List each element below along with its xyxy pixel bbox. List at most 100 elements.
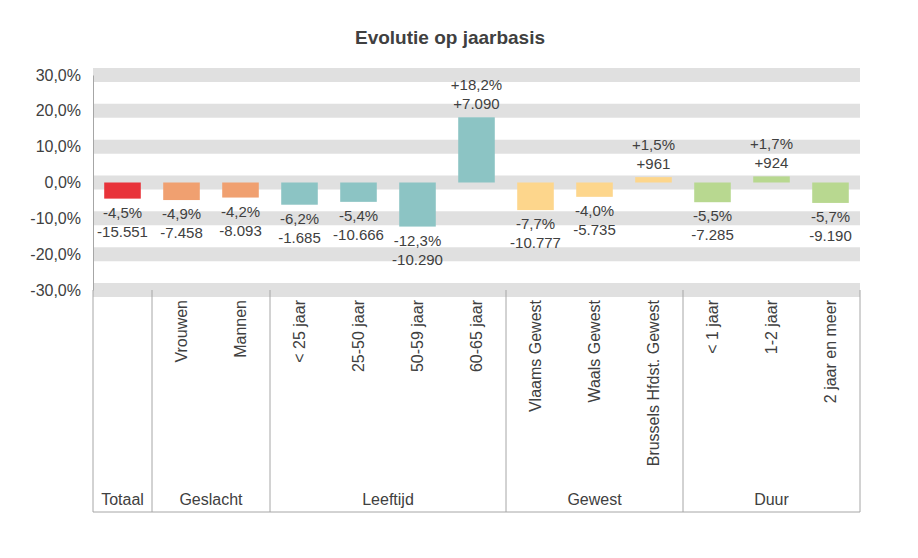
title: Evolutie op jaarbasis xyxy=(355,27,545,48)
x-tick: 60-65 jaar xyxy=(468,290,485,372)
bar xyxy=(458,117,495,182)
x-tick: Brussels Hfdst. Gewest xyxy=(645,290,662,466)
x-tick-label: Mannen xyxy=(232,300,249,358)
x-axis: Vrouwen Mannen < 25 jaar 25-50 jaar 50-59 ja… xyxy=(94,290,861,466)
category-area: Vrouwen Mannen < 25 jaar 25-50 jaar 50-59 ja… xyxy=(93,290,861,512)
x-tick: Waals Gewest xyxy=(586,290,603,403)
x-axis-line xyxy=(94,290,861,291)
x-tick-label: Brussels Hfdst. Gewest xyxy=(645,299,662,466)
x-tick: Vlaams Gewest xyxy=(527,290,544,412)
bar xyxy=(635,177,672,182)
data-label: -12,3% xyxy=(394,232,442,249)
y-tick: -30,0% xyxy=(30,282,93,299)
y-tick-label: -10,0% xyxy=(30,210,81,227)
x-tick-label: < 25 jaar xyxy=(291,299,308,362)
count-label: +961 xyxy=(637,155,671,172)
bar xyxy=(576,183,613,197)
y-tick-label: 10,0% xyxy=(36,138,81,155)
count-label: -10.666 xyxy=(333,226,384,243)
count-label: -10.290 xyxy=(392,251,443,268)
y-tick: 30,0% xyxy=(36,67,93,84)
x-tick: 1-2 jaar xyxy=(763,290,780,354)
y-axis: -30,0% -20,0% -10,0% 0,0% 10,0% 20,0% 30,0% xyxy=(30,67,93,299)
x-tick-label: Vlaams Gewest xyxy=(527,299,544,412)
bar xyxy=(104,183,141,199)
y-tick: -10,0% xyxy=(30,210,93,227)
group-separator xyxy=(506,290,507,512)
group-label: Gewest xyxy=(567,491,622,508)
y-tick-label: -20,0% xyxy=(30,246,81,263)
y-tick-label: 30,0% xyxy=(36,67,81,84)
count-label: -7.285 xyxy=(691,226,734,243)
data-label: -5,5% xyxy=(693,207,732,224)
category-area-bottom xyxy=(93,512,860,513)
bar xyxy=(812,183,849,203)
grid-line xyxy=(93,283,860,297)
bar xyxy=(753,176,790,182)
data-label: -4,5% xyxy=(103,204,142,221)
group-separator xyxy=(683,290,684,512)
group-label: Totaal xyxy=(101,491,144,508)
data-label: -4,2% xyxy=(221,203,260,220)
y-tick: -20,0% xyxy=(30,246,93,263)
x-tick-label: 2 jaar en meer xyxy=(822,299,839,403)
y-axis-line xyxy=(93,76,94,291)
y-tick: 0,0% xyxy=(45,174,93,191)
chart: Evolutie op jaarbasis -30,0% -20,0% -10,0% 0… xyxy=(0,0,918,558)
bar xyxy=(399,183,436,227)
x-tick: 2 jaar en meer xyxy=(822,290,839,403)
group-separator xyxy=(270,290,271,512)
x-tick-label: 60-65 jaar xyxy=(468,299,485,372)
group-separator xyxy=(152,290,153,512)
grid-line xyxy=(93,247,860,261)
x-tick: 25-50 jaar xyxy=(350,290,367,372)
bar xyxy=(694,183,731,203)
data-label: -4,0% xyxy=(575,202,614,219)
count-label: -7.458 xyxy=(160,224,203,241)
x-tick-label: Waals Gewest xyxy=(586,299,603,402)
data-label: -5,7% xyxy=(811,208,850,225)
x-tick-label: 25-50 jaar xyxy=(350,299,367,372)
count-label: -1.685 xyxy=(278,229,321,246)
grid xyxy=(93,75,860,290)
group-label: Leeftijd xyxy=(362,491,414,508)
bars xyxy=(104,117,849,226)
group-label: Duur xyxy=(754,491,789,508)
data-label: -5,4% xyxy=(339,207,378,224)
bar xyxy=(517,183,554,211)
data-label: +1,5% xyxy=(632,136,675,153)
data-label: +1,7% xyxy=(750,135,793,152)
group-label: Geslacht xyxy=(179,491,243,508)
count-label: -15.551 xyxy=(97,223,148,240)
x-tick: Mannen xyxy=(232,290,249,358)
group-separator xyxy=(860,290,861,512)
x-tick: 50-59 jaar xyxy=(409,290,426,372)
x-tick: < 25 jaar xyxy=(291,290,308,363)
bar xyxy=(163,183,200,201)
data-label: +18,2% xyxy=(451,76,502,93)
y-tick-label: -30,0% xyxy=(30,282,81,299)
count-label: +7.090 xyxy=(453,95,499,112)
x-tick-label: Vrouwen xyxy=(173,300,190,363)
count-label: +924 xyxy=(755,154,789,171)
bar xyxy=(340,183,377,202)
x-tick: Vrouwen xyxy=(173,290,190,363)
bar xyxy=(281,183,318,205)
count-label: -10.777 xyxy=(510,234,561,251)
y-tick-label: 0,0% xyxy=(45,174,81,191)
y-tick: 20,0% xyxy=(36,102,93,119)
y-tick: 10,0% xyxy=(36,138,93,155)
x-tick: < 1 jaar xyxy=(704,290,721,354)
bar xyxy=(222,183,259,198)
x-tick-label: 1-2 jaar xyxy=(763,299,780,354)
data-label: -4,9% xyxy=(162,205,201,222)
x-tick-label: < 1 jaar xyxy=(704,299,721,353)
count-label: -9.190 xyxy=(809,227,852,244)
data-label: -6,2% xyxy=(280,210,319,227)
data-label: -7,7% xyxy=(516,215,555,232)
y-tick-label: 20,0% xyxy=(36,102,81,119)
data-labels: -4,5%-15.551-4,9%-7.458-4,2%-8.093-6,2%-… xyxy=(97,76,852,267)
grid-line xyxy=(93,211,860,225)
group-separator xyxy=(93,290,94,512)
count-label: -8.093 xyxy=(219,222,262,239)
